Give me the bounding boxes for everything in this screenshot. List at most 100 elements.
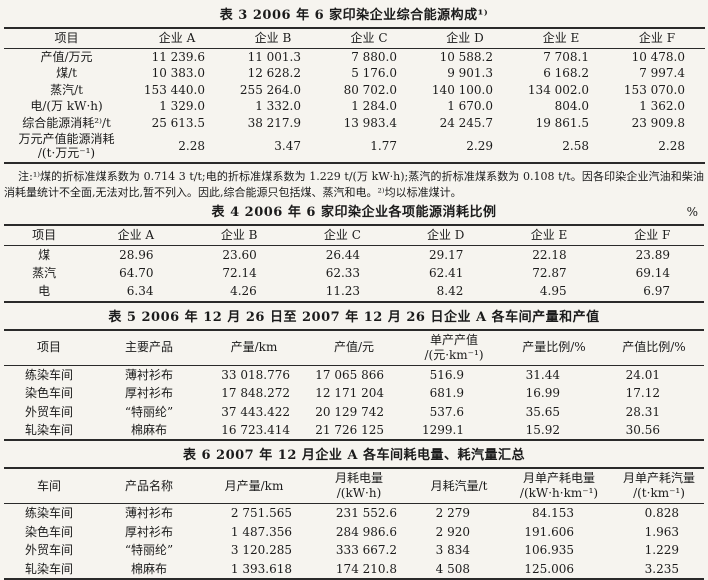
column-header: 项目 — [4, 28, 129, 49]
table5-title-row: 表 5 2006 年 12 月 26 日至 2007 年 12 月 26 日企业… — [4, 309, 704, 326]
table3-footnote: 注:¹⁾煤的折标准煤系数为 0.714 3 t/t;电的折标准煤系数为 1.22… — [4, 169, 704, 199]
table5-section: 表 5 2006 年 12 月 26 日至 2007 年 12 月 26 日企业… — [4, 309, 704, 442]
table4-grid: 项目 企业 A 企业 B 企业 C 企业 D 企业 E 企业 F 煤 28.96 23.60 26.… — [4, 223, 704, 303]
table-cell: 2 920 — [435, 524, 470, 539]
table-cell: 16.99 — [525, 386, 560, 401]
table-cell: 2.29 — [466, 139, 493, 154]
table-cell: 1299.1 — [422, 422, 464, 437]
table-cell: 30.56 — [625, 422, 660, 437]
table-cell: 17 065 866 — [315, 367, 384, 382]
row-label: 电 — [38, 284, 51, 299]
table6-grid: 车间 产品名称 月产量/km 月耗电量 /(kW·h) 月耗汽量/t 月单产耗电量 /(k… — [4, 467, 704, 580]
table-cell: 厚衬衫布 — [124, 524, 173, 539]
table-cell: 33 018.776 — [221, 367, 290, 382]
row-label: 外贸车间 — [24, 404, 73, 419]
row-label: 轧染车间 — [24, 422, 73, 437]
row-label: 染色车间 — [24, 386, 73, 401]
column-header: 项目 — [4, 224, 85, 246]
table-cell: 72.14 — [222, 266, 257, 280]
table-cell: 棉麻布 — [130, 561, 167, 576]
table-row: 轧染车间 棉麻布 16 723.414 21 726 125 1299.1 15.92 30… — [4, 421, 704, 440]
table-cell: 7 997.4 — [639, 66, 685, 81]
table-cell: 20 129 742 — [315, 404, 384, 419]
column-header: 月耗电量 /(kW·h) — [304, 468, 414, 505]
table-row: 蒸汽/t 153 440.0 255 264.0 80 702.0 140 100.0 1… — [4, 82, 705, 98]
table-cell: 62.41 — [428, 266, 464, 280]
column-header: 企业 D — [394, 224, 498, 246]
table-cell: 23.89 — [635, 247, 670, 262]
table6-title-row: 表 6 2007 年 12 月企业 A 各车间耗电量、耗汽量汇总 — [4, 447, 704, 464]
table-cell: 1 487.356 — [230, 524, 292, 539]
table-cell: 10 478.0 — [631, 50, 685, 64]
table3-title-row: 表 3 2006 年 6 家印染企业综合能源构成¹⁾ — [4, 7, 704, 24]
table-cell: 17.12 — [625, 386, 660, 401]
table-cell: 7 880.0 — [351, 50, 397, 64]
table-cell: 24.01 — [625, 367, 660, 382]
table-row: 练染车间 薄衬衫布 33 018.776 17 065 866 516.9 31.44 24… — [4, 365, 704, 384]
table-cell: 140 100.0 — [431, 82, 493, 97]
table-cell: 2 751.565 — [230, 506, 292, 521]
table-row: 电 6.34 4.26 11.23 8.42 4.95 6.97 — [4, 282, 704, 301]
row-label: 轧染车间 — [24, 561, 73, 576]
table3-grid: 项目 企业 A 企业 B 企业 C 企业 D 企业 E 企业 F 产值/万元 11 239.6 1… — [4, 27, 705, 164]
table-row: 煤/t 10 383.0 12 628.2 5 176.0 9 901.3 6 168.2… — [4, 65, 705, 81]
table-cell: 2.58 — [562, 139, 589, 154]
table-cell: 2.28 — [658, 139, 685, 154]
table-cell: 804.0 — [554, 99, 589, 114]
table-cell: “特丽纶” — [124, 404, 174, 419]
column-header: 月单产耗电量 /(kW·h·km⁻¹) — [504, 468, 614, 505]
table-row: 外贸车间 “特丽纶” 37 443.422 20 129 742 537.6 35.65 2… — [4, 403, 704, 421]
column-header: 项目 — [4, 329, 94, 366]
row-label: 染色车间 — [24, 524, 73, 539]
table4-title-row: 表 4 2006 年 6 家印染企业各项能源消耗比例 % — [4, 204, 704, 221]
column-header: 产值/元 — [304, 329, 404, 366]
table-cell: 0.828 — [644, 506, 679, 521]
column-header: 月单产耗汽量 /(t·km⁻¹) — [614, 468, 704, 505]
table-cell: 10 588.2 — [439, 50, 493, 64]
table-row: 轧染车间 棉麻布 1 393.618 174 210.8 4 508 125.006 3.2… — [4, 560, 704, 579]
table-cell: 17 848.272 — [221, 386, 290, 401]
table-cell: 106.935 — [524, 543, 574, 558]
column-header: 企业 B — [225, 28, 321, 49]
table-cell: 22.18 — [532, 247, 567, 262]
table-cell: 333 667.2 — [335, 543, 397, 558]
table-cell: 棉麻布 — [130, 422, 167, 437]
table-cell: 29.17 — [428, 247, 464, 262]
table-cell: 5 176.0 — [351, 66, 397, 81]
table-cell: 255 264.0 — [239, 82, 301, 97]
table-cell: 6.97 — [643, 284, 670, 299]
table-cell: 薄衬衫布 — [124, 506, 173, 521]
table-cell: 26.44 — [325, 247, 361, 262]
table-cell: 12 628.2 — [247, 66, 301, 81]
table-cell: 9 901.3 — [447, 66, 493, 81]
row-label: 煤/t — [56, 66, 77, 81]
column-header: 产量比例/% — [504, 329, 604, 366]
table-cell: 6.34 — [126, 284, 154, 299]
row-label: 外贸车间 — [24, 543, 73, 558]
row-label: 产值/万元 — [40, 50, 93, 64]
row-label: 万元产值能源消耗 /(t·万元⁻¹) — [18, 131, 115, 161]
table-cell: 16 723.414 — [221, 422, 290, 437]
header-row: 项目 企业 A 企业 B 企业 C 企业 D 企业 E 企业 F — [4, 28, 705, 49]
column-header: 企业 D — [417, 28, 513, 49]
table-row: 练染车间 薄衬衫布 2 751.565 231 552.6 2 279 84.153 0.8… — [4, 504, 704, 523]
header-row: 项目 企业 A 企业 B 企业 C 企业 D 企业 E 企业 F — [4, 224, 704, 246]
table-cell: 1 362.0 — [639, 99, 685, 114]
table-cell: 1 670.0 — [447, 99, 493, 114]
column-header: 企业 B — [187, 224, 291, 246]
table-cell: 3.235 — [644, 561, 679, 576]
table-cell: 1.963 — [644, 524, 679, 539]
column-header: 企业 F — [600, 224, 704, 246]
table-cell: 6 168.2 — [543, 66, 589, 81]
table-cell: 62.33 — [325, 266, 361, 280]
table-cell: 厚衬衫布 — [124, 386, 173, 401]
row-label: 蒸汽 — [32, 266, 57, 280]
table-cell: 24 245.7 — [439, 115, 493, 130]
table-cell: 174 210.8 — [335, 561, 397, 576]
table5-grid: 项目 主要产品 产量/km 产值/元 单产产值 /(元·km⁻¹) 产量比例/% 产值比例/… — [4, 328, 704, 442]
table-cell: 64.70 — [119, 266, 154, 280]
table-cell: 7 708.1 — [543, 50, 589, 64]
table-cell: 284 986.6 — [335, 524, 397, 539]
table-cell: 72.87 — [532, 266, 567, 280]
